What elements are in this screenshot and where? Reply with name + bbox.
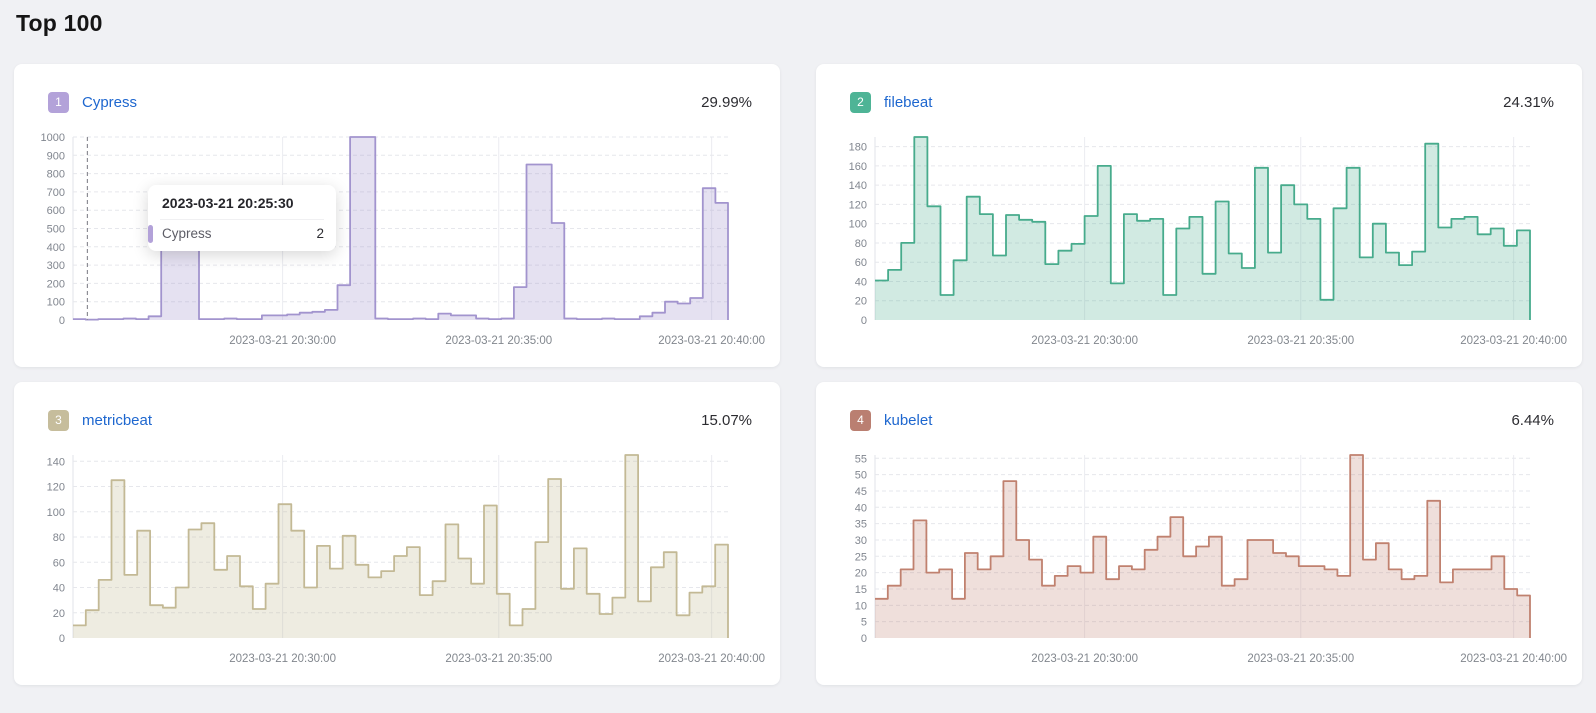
y-axis-label: 40 [855, 502, 867, 514]
tooltip-series-value: 2 [316, 226, 324, 241]
x-axis-label: 2023-03-21 20:35:00 [1247, 653, 1354, 665]
y-axis-label: 20 [53, 608, 65, 620]
y-axis-label: 5 [861, 617, 867, 629]
y-axis-label: 100 [47, 507, 65, 519]
y-axis-label: 180 [849, 142, 867, 154]
x-axis-label: 2023-03-21 20:40:00 [658, 335, 765, 347]
series-step-line [875, 136, 1531, 320]
x-axis-label: 2023-03-21 20:30:00 [1031, 653, 1138, 665]
y-axis-label: 60 [53, 557, 65, 569]
item-name-link[interactable]: filebeat [884, 93, 933, 111]
area-chart-kubelet[interactable]: 0 5 10 15 20 25 30 35 40 45 50 55 2023-03-21 20:30:0… [816, 440, 1582, 675]
item-name-link[interactable]: kubelet [884, 411, 933, 429]
y-axis-label: 55 [855, 453, 867, 465]
y-axis-label: 200 [47, 278, 65, 290]
top-item-card-filebeat: 2 filebeat 24.31% 0 20 40 60 80 100 120 140 160 1… [816, 64, 1582, 367]
y-axis-label: 60 [855, 257, 867, 269]
top-item-card-metricbeat: 3 metricbeat 15.07% 0 20 40 60 80 100 120 140 20… [14, 382, 780, 685]
share-percentage: 29.99% [701, 93, 752, 111]
y-axis-label: 0 [861, 633, 867, 645]
y-axis-label: 40 [855, 276, 867, 288]
x-axis-label: 2023-03-21 20:35:00 [445, 335, 552, 347]
area-chart-metricbeat[interactable]: 0 20 40 60 80 100 120 140 2023-03-21 20:30:00 202… [14, 440, 780, 675]
chart-tooltip: 2023-03-21 20:25:30 Cypress 2 [148, 185, 336, 251]
y-axis-label: 0 [59, 633, 65, 645]
y-axis-label: 0 [59, 315, 65, 327]
y-axis-label: 20 [855, 568, 867, 580]
y-axis-label: 300 [47, 260, 65, 272]
x-axis-label: 2023-03-21 20:40:00 [1460, 653, 1567, 665]
rank-badge: 2 [850, 91, 871, 113]
series-step-line [73, 454, 729, 638]
y-axis-label: 20 [855, 296, 867, 308]
y-axis-label: 120 [849, 199, 867, 211]
tooltip-series-label: Cypress [162, 226, 212, 241]
y-axis-label: 30 [855, 535, 867, 547]
y-axis-label: 160 [849, 161, 867, 173]
x-axis-label: 2023-03-21 20:30:00 [229, 335, 336, 347]
y-axis-label: 0 [861, 315, 867, 327]
x-axis-label: 2023-03-21 20:40:00 [658, 653, 765, 665]
y-axis-label: 600 [47, 205, 65, 217]
y-axis-label: 40 [53, 583, 65, 595]
x-axis-label: 2023-03-21 20:35:00 [1247, 335, 1354, 347]
series-area-fill [73, 455, 728, 638]
rank-badge: 3 [48, 409, 69, 431]
y-axis-label: 80 [855, 238, 867, 250]
rank-badge: 1 [48, 91, 69, 113]
y-axis-label: 35 [855, 519, 867, 531]
area-chart-filebeat[interactable]: 0 20 40 60 80 100 120 140 160 180 2023-03-21 20:30… [816, 122, 1582, 357]
item-name-link[interactable]: Cypress [82, 93, 138, 111]
y-axis-label: 15 [855, 584, 867, 596]
y-axis-label: 50 [855, 470, 867, 482]
y-axis-label: 140 [47, 456, 65, 468]
page-title: Top 100 [16, 10, 103, 36]
y-axis-label: 400 [47, 242, 65, 254]
top-item-card-cypress: 1 Cypress 29.99% 0 100 200 300 400 500 600 700 8… [14, 64, 780, 367]
rank-badge: 4 [850, 409, 871, 431]
share-percentage: 6.44% [1511, 411, 1554, 429]
card-header: 2 filebeat 24.31% [850, 90, 1554, 114]
y-axis-label: 1000 [41, 132, 65, 144]
y-axis-label: 900 [47, 150, 65, 162]
x-axis-label: 2023-03-21 20:35:00 [445, 653, 552, 665]
card-header: 3 metricbeat 15.07% [48, 408, 752, 432]
y-axis-label: 140 [849, 180, 867, 192]
y-axis-label: 700 [47, 187, 65, 199]
y-axis-label: 120 [47, 482, 65, 494]
y-axis-label: 45 [855, 486, 867, 498]
y-axis-label: 800 [47, 169, 65, 181]
y-axis-label: 500 [47, 224, 65, 236]
tooltip-timestamp: 2023-03-21 20:25:30 [162, 195, 294, 211]
top-item-card-kubelet: 4 kubelet 6.44% 0 5 10 15 20 25 30 35 40 45 50 55 20… [816, 382, 1582, 685]
x-axis-label: 2023-03-21 20:30:00 [1031, 335, 1138, 347]
x-axis-label: 2023-03-21 20:30:00 [229, 653, 336, 665]
card-header: 1 Cypress 29.99% [48, 90, 752, 114]
y-axis-label: 10 [855, 600, 867, 612]
share-percentage: 24.31% [1503, 93, 1554, 111]
y-axis-label: 80 [53, 532, 65, 544]
share-percentage: 15.07% [701, 411, 752, 429]
item-name-link[interactable]: metricbeat [82, 411, 153, 429]
card-header: 4 kubelet 6.44% [850, 408, 1554, 432]
series-step-line [875, 454, 1531, 638]
area-chart-cypress[interactable]: 0 100 200 300 400 500 600 700 800 900 1000 2023-03-… [14, 122, 780, 357]
tooltip-series-row: Cypress 2 [148, 219, 324, 243]
y-axis-label: 100 [47, 297, 65, 309]
x-axis-label: 2023-03-21 20:40:00 [1460, 335, 1567, 347]
y-axis-label: 100 [849, 219, 867, 231]
y-axis-label: 25 [855, 551, 867, 563]
series-marker-icon [148, 225, 153, 243]
